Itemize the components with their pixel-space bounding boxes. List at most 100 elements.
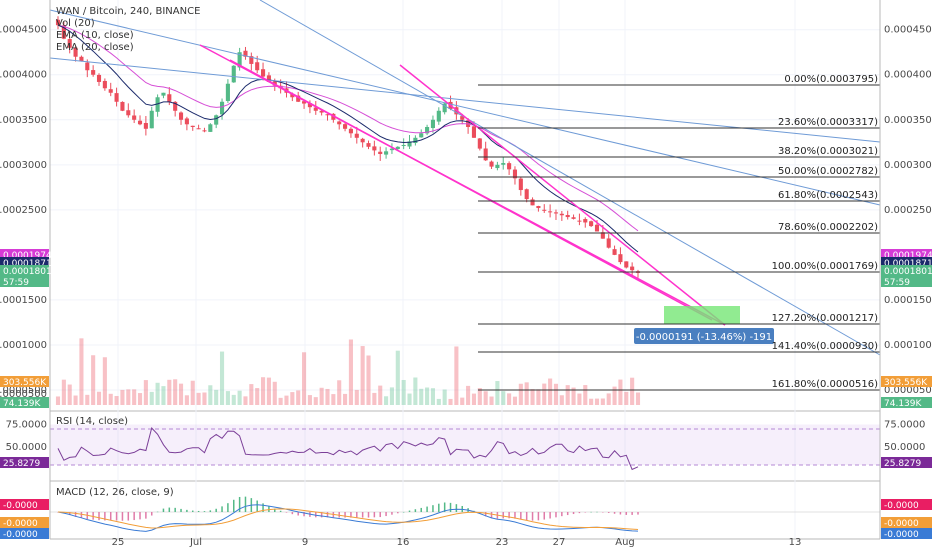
candle-body [372,146,377,151]
volume-bar [430,388,435,405]
volume-bar [73,395,78,405]
volume-bar [132,389,137,405]
candle-body [319,110,324,113]
candle-body [524,189,529,200]
candle-body [395,146,400,150]
volume-bar [161,386,166,405]
candle-body [507,163,512,170]
candle-body [231,65,236,83]
volume-bar [401,379,406,405]
volume-bar [325,388,330,405]
candle-body [55,19,61,26]
macd-histogram-bar [256,500,258,512]
macd-histogram-bar [104,512,106,521]
volume-bar [442,389,447,405]
macd-badge-blue: -0.0000 [3,530,38,540]
candle-body [290,93,295,98]
volume-badge-orange-bg [0,376,49,387]
candle-body [460,116,465,120]
candle-body [67,39,72,48]
volume-bar [630,377,635,405]
candle-body [79,56,84,62]
macd-histogram-bar [156,511,159,513]
macd-histogram-bar [361,512,364,518]
fib-level-label: 23.60%(0.0003317) [778,117,878,128]
macd-histogram-bar [233,499,235,512]
volume-bar [495,381,500,405]
volume-bar [489,396,494,405]
volume-bar [530,389,535,405]
macd-histogram-bar [139,512,141,520]
volume-bar [61,379,66,405]
macd-signal-line [57,508,639,530]
fib-retracement[interactable]: 0.00%(0.0003795) 23.60%(0.0003317) 38.20%(… [478,74,880,391]
macd-histogram-bar [414,509,417,512]
volume-bar [384,396,389,405]
volume-bar [542,383,547,405]
macd-histogram-bar [203,511,206,512]
volume-bar [149,391,154,405]
macd-badge-orange: -0.0000 [884,519,919,529]
volume-badge-green-bg [881,397,932,408]
macd-histogram-bar [68,512,71,516]
fib-level-label: 0.00%(0.0003795) [784,74,878,85]
volume-bar [577,393,582,405]
volume-bar [471,393,477,405]
volume-bar [91,355,96,405]
volume-bar [120,389,125,405]
price-badge-green: 0.0001801 [884,267,932,277]
macd-histogram-bar [455,504,458,512]
candle-body [149,110,154,129]
macd-badge-pink-bg [0,499,49,510]
price-tick-label-left: 0.0003500 [0,115,47,126]
macd-histogram-bar [98,512,100,521]
volume-bar [548,378,553,405]
candle-body [126,110,131,116]
price-tick-label-right: 0.0003500 [884,115,932,126]
candle-body [348,128,353,134]
candle-body [337,121,342,125]
candle-body [389,148,394,151]
macd-histogram-bar [180,508,182,512]
volume-bar [354,389,359,405]
volume-bar [594,398,600,405]
legend-volume: Vol (20) [56,18,95,29]
candle-body [624,261,629,268]
volume-bar [167,379,172,405]
macd-histogram-bar [127,512,130,521]
candle-body [600,232,605,239]
price-tick-label-left: 0.0004500 [0,25,47,36]
volume-bar [389,387,394,405]
candle-body [471,126,477,138]
candle-body [407,141,412,147]
candle-body [307,103,312,108]
fib-level-label: 61.80%(0.0002543) [778,190,878,201]
legend-ema10: EMA (10, close) [56,30,134,41]
volume-bar [137,393,143,405]
macd-histogram-bar [449,502,452,512]
macd-histogram-bar [74,512,77,517]
macd-histogram-bar [484,512,487,517]
volume-bar [272,381,277,405]
candle-body [173,101,178,111]
macd-histogram-bar [344,512,346,518]
fib-level-label: 161.80%(0.0000516) [772,379,878,390]
price-badge-magenta: 0.0001974 [3,251,52,261]
legend-ema20: EMA (20, close) [56,42,134,53]
price-badge-green: 0.0001801 [3,267,52,277]
price-tick-label-left: 0.0000500 [0,385,47,396]
candle-body [630,266,635,271]
candle-body [249,56,254,64]
macd-histogram-bar [543,512,546,520]
macd-badge-pink: -0.0000 [884,501,919,511]
fib-level-label: 38.20%(0.0003021) [778,146,878,157]
candle-body [589,221,594,227]
candle-body [302,101,307,104]
macd-histogram-bar [285,512,288,513]
candle-body [583,219,588,223]
trend-line [49,9,881,206]
macd-histogram-bar [80,512,83,518]
candle-body [512,169,518,179]
